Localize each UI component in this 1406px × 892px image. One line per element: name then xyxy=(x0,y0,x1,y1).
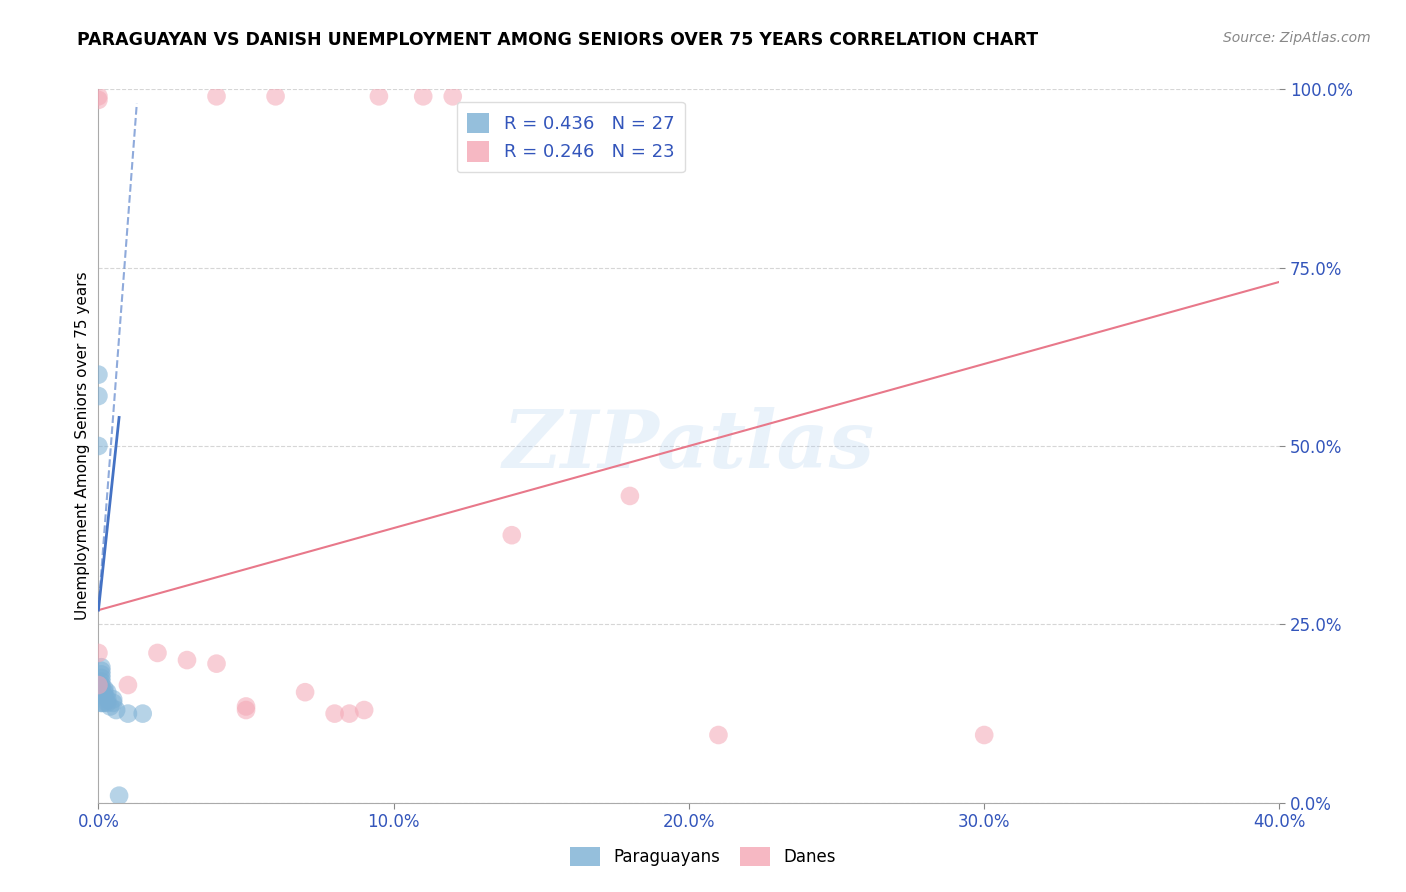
Point xyxy=(98,699,121,714)
Point xyxy=(90,671,112,685)
Point xyxy=(441,89,464,103)
Point xyxy=(412,89,434,103)
Legend: Paraguayans, Danes: Paraguayans, Danes xyxy=(564,840,842,873)
Point xyxy=(90,664,112,678)
Point xyxy=(90,681,112,696)
Point xyxy=(339,706,361,721)
Point xyxy=(90,660,112,674)
Point xyxy=(205,89,228,103)
Point xyxy=(87,389,110,403)
Point xyxy=(90,674,112,689)
Point xyxy=(105,703,128,717)
Point xyxy=(117,678,139,692)
Point xyxy=(90,696,112,710)
Point xyxy=(103,692,125,706)
Point xyxy=(146,646,169,660)
Point xyxy=(235,699,257,714)
Text: Source: ZipAtlas.com: Source: ZipAtlas.com xyxy=(1223,31,1371,45)
Point xyxy=(90,667,112,681)
Point xyxy=(96,692,118,706)
Point xyxy=(87,646,110,660)
Point xyxy=(87,93,110,107)
Point xyxy=(294,685,316,699)
Point xyxy=(707,728,730,742)
Point xyxy=(619,489,641,503)
Text: PARAGUAYAN VS DANISH UNEMPLOYMENT AMONG SENIORS OVER 75 YEARS CORRELATION CHART: PARAGUAYAN VS DANISH UNEMPLOYMENT AMONG … xyxy=(77,31,1039,49)
Point xyxy=(205,657,228,671)
Point xyxy=(323,706,346,721)
Text: ZIPatlas: ZIPatlas xyxy=(503,408,875,484)
Point xyxy=(93,696,115,710)
Point xyxy=(87,89,110,103)
Point xyxy=(108,789,131,803)
Point xyxy=(132,706,155,721)
Point xyxy=(87,678,110,692)
Point xyxy=(235,703,257,717)
Point xyxy=(93,681,115,696)
Legend: R = 0.436   N = 27, R = 0.246   N = 23: R = 0.436 N = 27, R = 0.246 N = 23 xyxy=(457,102,685,172)
Point xyxy=(973,728,995,742)
Point xyxy=(368,89,391,103)
Point xyxy=(90,678,112,692)
Point xyxy=(264,89,287,103)
Point xyxy=(96,685,118,699)
Point xyxy=(93,685,115,699)
Point xyxy=(353,703,375,717)
Point xyxy=(87,439,110,453)
Point xyxy=(96,696,118,710)
Point xyxy=(90,685,112,699)
Point xyxy=(117,706,139,721)
Point xyxy=(501,528,523,542)
Point xyxy=(93,689,115,703)
Point xyxy=(90,696,112,710)
Point xyxy=(176,653,198,667)
Point xyxy=(87,368,110,382)
Y-axis label: Unemployment Among Seniors over 75 years: Unemployment Among Seniors over 75 years xyxy=(75,272,90,620)
Point xyxy=(103,696,125,710)
